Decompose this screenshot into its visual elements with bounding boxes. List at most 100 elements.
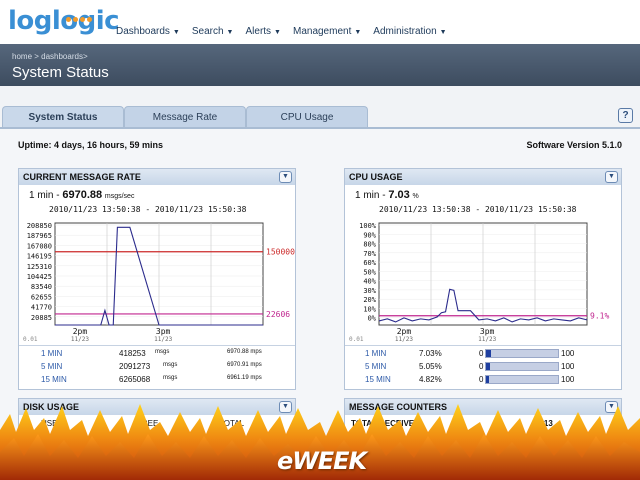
y-tick-label: 60% [363, 259, 376, 267]
divider [19, 345, 295, 346]
cpu-usage-summary: 1 min - 7.03 % [355, 189, 419, 201]
cpu-bar-min: 0 [479, 349, 484, 358]
y-zero-label: 0.01 [23, 336, 38, 343]
menu-administration[interactable]: Administration ▼ [373, 26, 446, 37]
total-received-label: TOTAL RECEIVED [351, 419, 420, 428]
message-rate-header: CURRENT MESSAGE RATE [19, 169, 295, 185]
collapse-chevron-icon[interactable]: ▼ [279, 171, 292, 183]
menu-dashboards[interactable]: Dashboards ▼ [116, 26, 180, 37]
series-line [378, 288, 588, 323]
period-link[interactable]: 15 MIN [41, 375, 67, 384]
menu-management[interactable]: Management ▼ [293, 26, 361, 37]
y-tick-label: 41770 [31, 304, 52, 312]
tab-cpu-usage[interactable]: CPU Usage [246, 106, 368, 128]
help-icon[interactable]: ? [618, 108, 633, 123]
y-tick-label: 62655 [31, 293, 52, 301]
summary-unit: msgs/sec [104, 193, 135, 200]
message-counters-header: MESSAGE COUNTERS [345, 399, 621, 415]
collapse-chevron-icon[interactable]: ▼ [605, 171, 618, 183]
x-tick-sublabel: 11/23 [395, 336, 413, 343]
y-tick-label: 80% [363, 241, 376, 249]
tab-system-status[interactable]: System Status [2, 106, 124, 128]
y-tick-label: 20% [363, 296, 376, 304]
caret-down-icon: ▼ [172, 29, 180, 36]
chart-range: 2010/11/23 13:50:38 - 2010/11/23 15:50:3… [49, 205, 247, 214]
y-tick-label: 30% [363, 287, 376, 295]
cpu-bar-max: 100 [561, 375, 575, 384]
y-tick-label: 104425 [27, 273, 52, 281]
x-tick-sublabel: 11/23 [478, 336, 496, 343]
x-tick-label: 3pm [480, 327, 495, 336]
message-unit: msgs [155, 349, 170, 355]
software-version: Software Version 5.1.0 [526, 140, 622, 150]
threshold-label: 150000 [266, 248, 295, 257]
cpu-bar-min: 0 [479, 375, 484, 384]
cpu-value: 5.05% [419, 362, 442, 371]
x-tick-label: 2pm [397, 327, 412, 336]
y-zero-label: 0.01 [349, 336, 364, 343]
y-tick-label: 100% [359, 222, 377, 230]
message-rate-chart: 208850 187965 167080 146195 125310 104425 8354… [23, 222, 295, 343]
cpu-usage-panel: CPU USAGE ▼ 1 min - 7.03 % 2010/11/23 13… [344, 168, 622, 390]
menu-search[interactable]: Search ▼ [192, 26, 234, 37]
cpu-bar-min: 0 [479, 362, 484, 371]
caret-down-icon: ▼ [354, 29, 362, 36]
cpu-bar-max: 100 [561, 349, 575, 358]
summary-value: 7.03 [388, 189, 410, 201]
tab-divider [0, 127, 640, 129]
menu-administration-label: Administration [373, 26, 437, 37]
disk-usage-header: DISK USAGE [19, 399, 295, 415]
y-tick-label: 146195 [27, 253, 52, 261]
main-menu: Dashboards ▼ Search ▼ Alerts ▼ Management ▼ … [116, 26, 447, 37]
menu-dashboards-label: Dashboards [116, 26, 170, 37]
y-tick-label: 10% [363, 305, 376, 313]
page-title: System Status [12, 64, 109, 81]
uptime-text: Uptime: 4 days, 16 hours, 59 mins [18, 140, 164, 150]
period-link[interactable]: 15 MIN [365, 375, 391, 384]
period-link[interactable]: 5 MIN [41, 362, 63, 371]
x-tick-label: 2pm [73, 327, 88, 336]
period-link[interactable]: 1 MIN [41, 349, 63, 358]
cpu-usage-bar-fill [486, 376, 490, 383]
message-rate-panel: CURRENT MESSAGE RATE ▼ 1 min - 6970.88 m… [18, 168, 296, 390]
message-count: 418253 [119, 349, 146, 358]
y-tick-label: 20885 [31, 314, 52, 322]
chart-range: 2010/11/23 13:50:38 - 2010/11/23 15:50:3… [379, 205, 577, 214]
y-tick-label: 70% [363, 250, 376, 258]
caret-down-icon: ▼ [226, 29, 234, 36]
divider [345, 345, 621, 346]
cpu-usage-header: CPU USAGE [345, 169, 621, 185]
series-line [55, 226, 263, 326]
disk-col-free: FREE [137, 419, 159, 428]
period-link[interactable]: 1 MIN [365, 349, 387, 358]
eweek-logo: eWEEK [277, 447, 367, 475]
x-tick-sublabel: 11/23 [154, 336, 172, 343]
message-count: 6265068 [119, 375, 151, 384]
loglogic-logo[interactable]: loglogic [8, 6, 120, 36]
cpu-usage-bar-fill [486, 350, 492, 357]
y-tick-label: 50% [363, 268, 376, 276]
cpu-usage-chart: 100%90% 80%70%60%50% 40%30%20%10% 0% 9.1% 2pm… [349, 222, 609, 343]
x-tick-label: 3pm [156, 327, 171, 336]
menu-alerts[interactable]: Alerts ▼ [245, 26, 281, 37]
collapse-chevron-icon[interactable]: ▼ [279, 401, 292, 413]
y-tick-label: 0% [368, 315, 377, 323]
y-tick-label: 83540 [31, 283, 52, 291]
cpu-usage-bar [485, 362, 559, 371]
logo-dots-icon [66, 9, 94, 27]
summary-prefix: 1 min - [29, 190, 63, 201]
breadcrumb[interactable]: home > dashboards> [12, 52, 88, 61]
message-rate-value: 6970.88 mps [227, 349, 262, 355]
flames-overlay [0, 404, 640, 480]
y-tick-label: 90% [363, 231, 376, 239]
message-unit: msgs [163, 362, 178, 368]
top-navigation: loglogic Dashboards ▼ Search ▼ Alerts ▼ Man… [0, 0, 640, 44]
summary-prefix: 1 min - [355, 190, 389, 201]
cpu-usage-bar [485, 349, 559, 358]
tab-message-rate[interactable]: Message Rate [124, 106, 246, 128]
message-unit: msgs [163, 375, 178, 381]
period-link[interactable]: 5 MIN [365, 362, 387, 371]
cpu-value: 4.82% [419, 375, 442, 384]
collapse-chevron-icon[interactable]: ▼ [605, 401, 618, 413]
cpu-value: 7.03% [419, 349, 442, 358]
